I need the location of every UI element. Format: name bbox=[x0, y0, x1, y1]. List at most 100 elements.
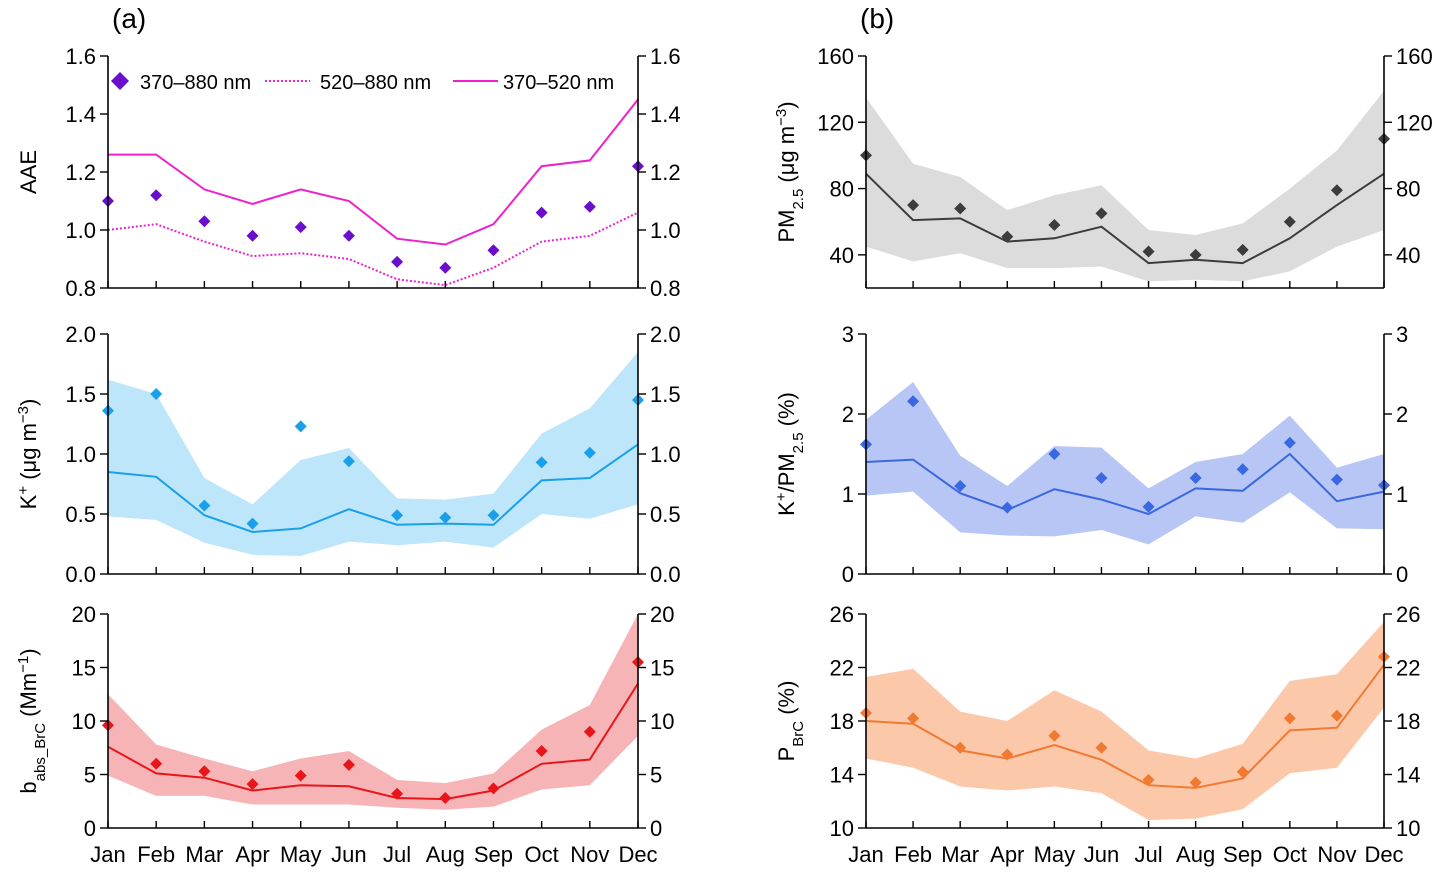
y-tick-label-left: 0.5 bbox=[65, 502, 96, 527]
y-tick-label-left: 160 bbox=[817, 44, 854, 69]
y-tick-label-right: 18 bbox=[1396, 709, 1420, 734]
y-tick-label-right: 15 bbox=[650, 656, 674, 681]
median-line bbox=[107, 682, 639, 801]
y-label-base: K bbox=[16, 494, 41, 509]
mean-marker bbox=[150, 757, 163, 770]
mean-marker bbox=[1142, 500, 1155, 513]
y-axis-label: K+ (μg m−3) bbox=[15, 399, 42, 510]
y-tick-label-left: 22 bbox=[830, 656, 854, 681]
y-tick-label-left: 40 bbox=[830, 243, 854, 268]
mean-marker bbox=[487, 782, 500, 795]
x-tick-label: Aug bbox=[1176, 842, 1215, 867]
mean-marker bbox=[1048, 219, 1061, 232]
chart-k: 0.0 0.0 0.5 0.5 1.0 1.0 1.5 1.5 2.0 2.0 K+ (μg m−3… bbox=[15, 322, 681, 587]
y-tick-label-right: 5 bbox=[650, 763, 662, 788]
x-tick-label: Jun bbox=[331, 842, 366, 867]
y-tick-label-left: 5 bbox=[84, 763, 96, 788]
y-tick-label-right: 40 bbox=[1396, 243, 1420, 268]
mean-marker bbox=[1283, 215, 1296, 228]
x-tick-label: May bbox=[280, 842, 322, 867]
series-marker bbox=[535, 206, 548, 219]
chart-babs: 0 0 5 5 10 10 15 15 20 20 babs_BrC (Mm−1) Jan Feb Mar… bbox=[15, 602, 675, 867]
x-tick-label: Mar bbox=[185, 842, 223, 867]
series-dotted-line bbox=[107, 211, 639, 287]
y-tick-label-left: 1.2 bbox=[65, 160, 96, 185]
mean-marker bbox=[1048, 448, 1061, 460]
y-tick-label-left: 10 bbox=[830, 816, 854, 841]
y-label-base: K bbox=[774, 501, 799, 516]
y-tick-label-right: 1.5 bbox=[650, 382, 681, 407]
mean-marker bbox=[198, 765, 211, 778]
y-tick-label-right: 2 bbox=[1396, 402, 1408, 427]
y-label-sup: −3 bbox=[773, 109, 790, 126]
mean-marker bbox=[1236, 765, 1249, 778]
legend-label: 370–880 nm bbox=[140, 72, 251, 94]
mean-marker bbox=[1330, 709, 1343, 722]
median-line bbox=[865, 664, 1385, 789]
y-tick-label-left: 120 bbox=[817, 110, 854, 135]
mean-marker bbox=[535, 456, 548, 469]
y-tick-label-right: 14 bbox=[1396, 763, 1420, 788]
mean-marker bbox=[1048, 729, 1061, 742]
range-band bbox=[866, 622, 1384, 820]
legend-label: 370–520 nm bbox=[503, 72, 614, 94]
y-tick-label-left: 0 bbox=[84, 816, 96, 841]
x-tick-label: Sep bbox=[474, 842, 513, 867]
y-tick-label-left: 20 bbox=[72, 602, 96, 627]
mean-marker bbox=[342, 758, 355, 771]
mean-marker bbox=[1142, 773, 1155, 786]
mean-marker bbox=[583, 725, 596, 738]
y-tick-label-right: 1.0 bbox=[650, 218, 681, 243]
y-tick-label-right: 1.2 bbox=[650, 160, 681, 185]
range-band bbox=[108, 352, 638, 556]
series-marker bbox=[150, 189, 163, 202]
y-label-sub: abs_BrC bbox=[32, 723, 49, 782]
y-tick-label-right: 0 bbox=[1396, 562, 1408, 587]
y-label-sup: + bbox=[773, 492, 790, 501]
y-label-text: (%) bbox=[774, 681, 799, 721]
legend: 370–880 nm 520–880 nm 370–520 nm bbox=[111, 72, 614, 94]
series-marker bbox=[342, 229, 355, 242]
median-line bbox=[865, 452, 1385, 516]
mean-marker bbox=[391, 509, 404, 522]
x-tick-label: Jul bbox=[383, 842, 411, 867]
series-marker bbox=[583, 200, 596, 213]
mean-marker bbox=[1095, 472, 1108, 484]
y-tick-label-left: 14 bbox=[830, 763, 854, 788]
y-tick-label-left: 80 bbox=[830, 177, 854, 202]
y-axis-label: PBrC (%) bbox=[774, 681, 807, 762]
y-tick-label-right: 1 bbox=[1396, 482, 1408, 507]
mean-marker bbox=[246, 778, 259, 791]
y-tick-label-right: 0 bbox=[650, 816, 662, 841]
mean-marker bbox=[246, 517, 259, 530]
mean-marker bbox=[1283, 436, 1296, 449]
y-axis-label: babs_BrC (Mm−1) bbox=[15, 648, 49, 793]
mean-marker bbox=[294, 420, 307, 433]
mean-marker bbox=[583, 446, 596, 459]
y-label-sub: BrC bbox=[790, 721, 807, 747]
x-tick-label: Dec bbox=[1364, 842, 1403, 867]
y-label-text: ) bbox=[16, 399, 41, 406]
x-tick-label: Feb bbox=[894, 842, 932, 867]
series-marker bbox=[487, 244, 500, 257]
mean-marker bbox=[535, 744, 548, 757]
y-tick-label-left: 1.5 bbox=[65, 382, 96, 407]
y-label-text: (μg m bbox=[774, 126, 799, 189]
median-line bbox=[865, 172, 1385, 265]
y-label-text: ) bbox=[16, 648, 41, 655]
y-tick-label-left: 1.6 bbox=[65, 44, 96, 69]
series-marker bbox=[198, 215, 211, 228]
x-tick-label: Sep bbox=[1223, 842, 1262, 867]
mean-marker bbox=[1236, 243, 1249, 256]
series-line bbox=[108, 98, 639, 246]
chart-aae: 0.8 0.8 1.0 1.0 1.2 1.2 1.4 1.4 1.6 1.6 AAE 370–880… bbox=[16, 44, 681, 301]
y-axis-label: PM2.5 (μg m−3) bbox=[773, 101, 807, 242]
legend-label: 520–880 nm bbox=[320, 72, 431, 94]
y-label-base: PM bbox=[774, 210, 799, 243]
chart-pbrc: 10 10 14 14 18 18 22 22 26 26 PBrC (%) Jan Feb Mar Apr… bbox=[774, 602, 1420, 867]
mean-marker bbox=[1189, 248, 1202, 261]
mean-marker bbox=[954, 480, 967, 492]
mean-marker bbox=[1330, 473, 1343, 486]
y-label-text: ) bbox=[774, 101, 799, 108]
